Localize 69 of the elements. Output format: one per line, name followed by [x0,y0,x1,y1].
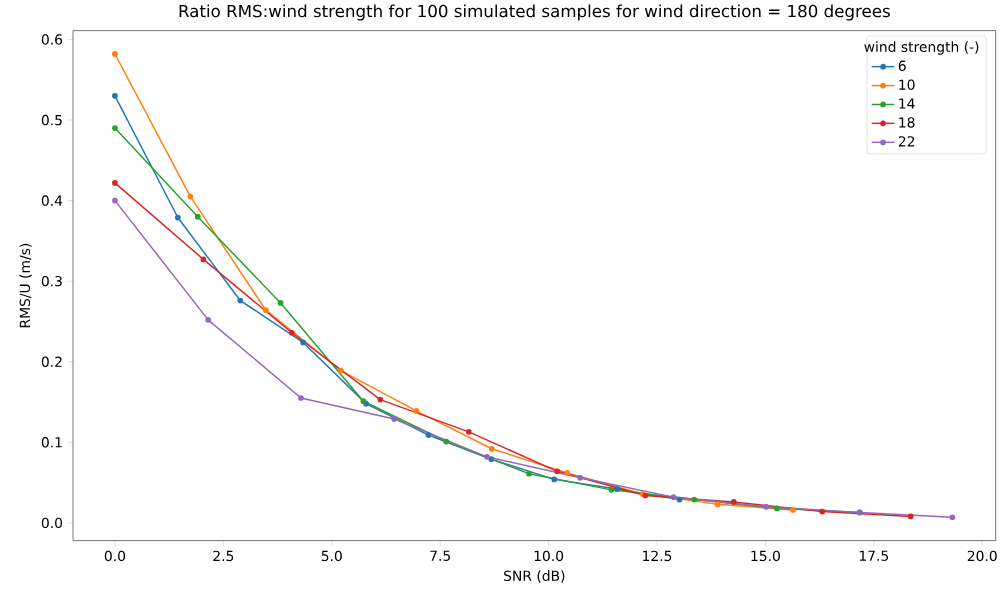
point [551,476,558,483]
point [790,507,797,514]
y-tick-label: 0.0 [41,517,63,529]
legend-label: 18 [899,117,915,128]
point [774,505,780,512]
x-tick-label: 12.5 [643,550,672,562]
point [763,504,770,510]
x-tick-label: 10.0 [534,550,564,562]
point [949,514,956,521]
point [205,317,212,323]
point [112,197,118,204]
point [174,214,181,221]
legend-title: wind strength (-) [864,41,979,55]
point [425,432,432,439]
point [465,429,472,435]
x-tick-label: 17.5 [859,550,889,562]
point [112,125,118,132]
point [262,307,269,314]
point [112,180,118,186]
legend-label: 22 [898,136,915,147]
point [730,499,737,505]
point [614,486,620,493]
x-tick-label: 7.5 [430,550,450,562]
point [391,416,398,423]
legend-label: 6 [898,60,906,72]
point [608,487,615,493]
legend-label: 14 [899,98,915,109]
point [200,256,207,263]
y-tick-label: 0.6 [41,34,63,45]
point [277,300,284,306]
y-tick-label: 0.2 [41,356,62,368]
point [676,496,683,503]
point [670,494,677,501]
point [691,496,698,503]
point [237,297,244,304]
y-tick-label: 0.3 [41,276,62,287]
point [488,456,495,463]
point [714,501,721,508]
point [443,438,450,445]
legend-label: 10 [899,79,915,91]
y-tick-label: 0.4 [41,195,63,207]
point [819,508,826,515]
x-tick-label: 0.0 [104,550,126,562]
point [337,367,344,374]
y-tick-label: 0.1 [41,437,62,448]
point [187,193,194,200]
chart-title: Ratio RMS:wind strength for 100 simulated samples for wind direction = 180 degrees [179,4,890,21]
point [526,471,532,477]
point [484,454,490,460]
point [564,470,571,476]
point [300,339,307,346]
y-axis-title: RMS/U (m/s) [19,244,32,328]
x-axis-title: SNR (dB) [504,570,565,583]
point [112,51,118,58]
x-tick-label: 20.0 [967,550,997,562]
point [377,396,384,403]
x-tick-label: 5.0 [321,550,342,562]
point [413,408,420,414]
point [907,513,914,520]
point [298,395,304,402]
point [112,93,118,99]
point [554,468,561,475]
point [488,446,495,452]
point [194,214,201,220]
point [288,330,295,336]
x-tick-label: 2.5 [213,550,234,562]
point [577,475,584,481]
x-tick-label: 15.0 [751,550,780,562]
y-tick-label: 0.5 [41,114,62,126]
